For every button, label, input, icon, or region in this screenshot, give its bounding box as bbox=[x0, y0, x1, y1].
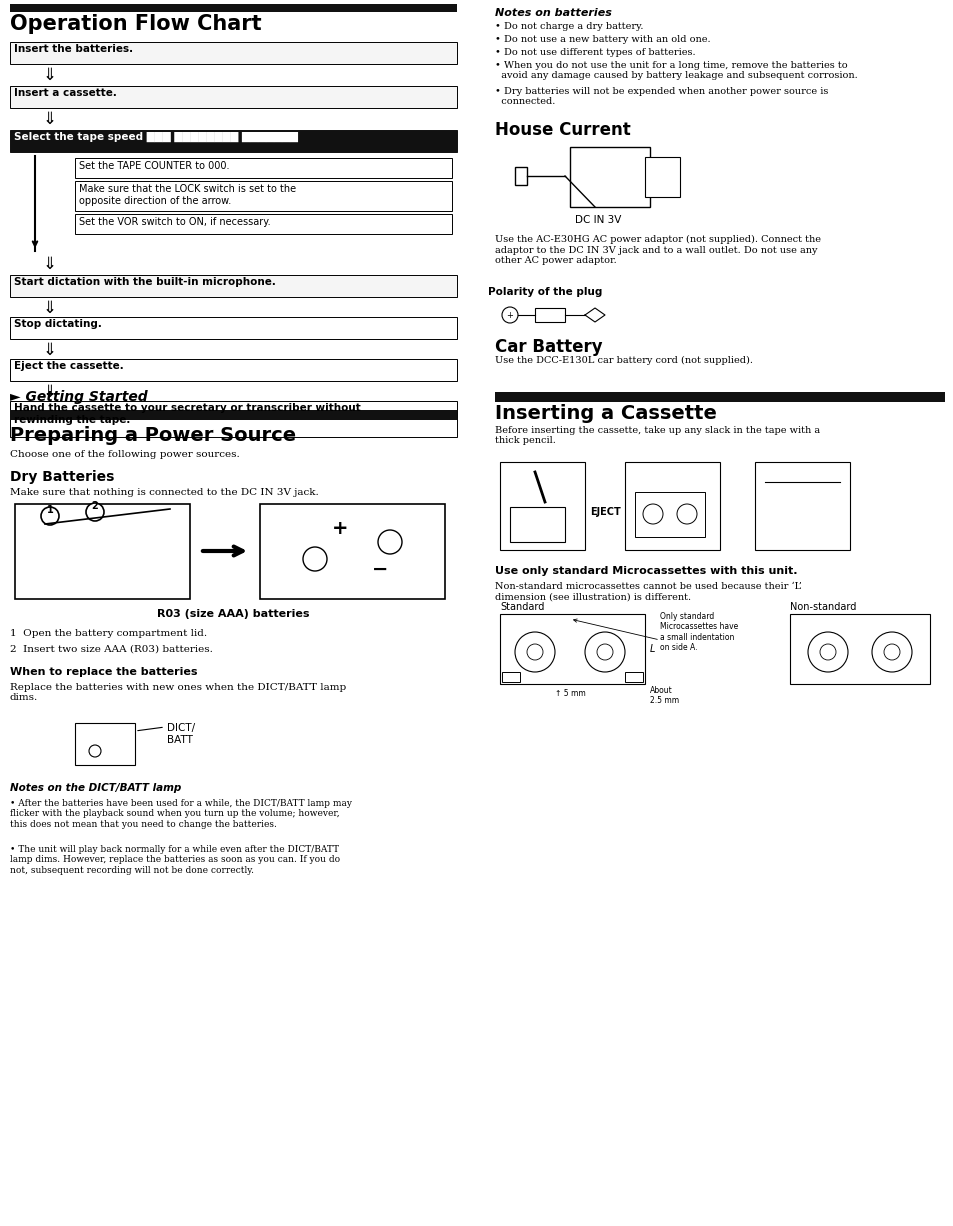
Text: DICT/
BATT: DICT/ BATT bbox=[167, 723, 195, 744]
Bar bbox=[10, 130, 456, 152]
Text: House Current: House Current bbox=[495, 121, 630, 139]
Text: +: + bbox=[332, 520, 348, 538]
Text: Eject the cassette.: Eject the cassette. bbox=[14, 360, 124, 371]
Text: −: − bbox=[372, 559, 388, 579]
Text: • Do not charge a dry battery.: • Do not charge a dry battery. bbox=[495, 22, 643, 31]
Text: Use the AC-E30HG AC power adaptor (not supplied). Connect the
adaptor to the DC : Use the AC-E30HG AC power adaptor (not s… bbox=[495, 235, 821, 265]
Text: Set the TAPE COUNTER to 000.: Set the TAPE COUNTER to 000. bbox=[79, 161, 230, 170]
Bar bbox=[15, 504, 190, 600]
Bar bbox=[789, 614, 929, 684]
Text: R03 (size AAA) batteries: R03 (size AAA) batteries bbox=[156, 609, 309, 619]
Bar bbox=[260, 504, 444, 600]
Bar bbox=[499, 462, 584, 550]
Text: 2  Insert two size AAA (R03) batteries.: 2 Insert two size AAA (R03) batteries. bbox=[10, 645, 213, 653]
Text: Make sure that nothing is connected to the DC IN 3V jack.: Make sure that nothing is connected to t… bbox=[10, 488, 318, 497]
Bar bbox=[10, 409, 456, 421]
Bar bbox=[535, 308, 564, 322]
Text: ↑ 5 mm: ↑ 5 mm bbox=[554, 689, 585, 698]
Text: • After the batteries have been used for a while, the DICT/BATT lamp may
flicker: • After the batteries have been used for… bbox=[10, 799, 352, 829]
Text: ► Getting Started: ► Getting Started bbox=[10, 390, 148, 405]
Text: Make sure that the LOCK switch is set to the
opposite direction of the arrow.: Make sure that the LOCK switch is set to… bbox=[79, 184, 295, 206]
Text: L: L bbox=[649, 644, 655, 653]
Text: • Dry batteries will not be expended when another power source is
  connected.: • Dry batteries will not be expended whe… bbox=[495, 87, 827, 107]
Text: • Do not use different types of batteries.: • Do not use different types of batterie… bbox=[495, 48, 695, 56]
Text: 1: 1 bbox=[47, 505, 53, 515]
Text: Standard: Standard bbox=[499, 602, 544, 612]
Text: Non-standard: Non-standard bbox=[789, 602, 856, 612]
Bar bbox=[10, 86, 456, 108]
Text: • Do not use a new battery with an old one.: • Do not use a new battery with an old o… bbox=[495, 36, 710, 44]
Bar bbox=[624, 672, 642, 682]
Text: Insert the batteries.: Insert the batteries. bbox=[14, 44, 133, 54]
Bar bbox=[501, 672, 519, 682]
Circle shape bbox=[41, 508, 59, 525]
Text: Notes on batteries: Notes on batteries bbox=[495, 9, 611, 18]
Text: 2: 2 bbox=[91, 501, 98, 511]
Bar bbox=[75, 181, 452, 211]
Bar bbox=[10, 401, 456, 436]
Text: ⇓: ⇓ bbox=[43, 110, 57, 128]
Text: EJECT: EJECT bbox=[589, 508, 620, 517]
Text: Operation Flow Chart: Operation Flow Chart bbox=[10, 13, 261, 34]
Text: DC IN 3V: DC IN 3V bbox=[575, 215, 620, 226]
Circle shape bbox=[86, 503, 104, 521]
Text: 1  Open the battery compartment lid.: 1 Open the battery compartment lid. bbox=[10, 629, 207, 638]
Text: Non-standard microcassettes cannot be used because their ‘L’
dimension (see illu: Non-standard microcassettes cannot be us… bbox=[495, 582, 801, 602]
Text: Select the tape speed ███ ████████ ███████: Select the tape speed ███ ████████ █████… bbox=[14, 132, 297, 142]
Text: Set the VOR switch to ON, if necessary.: Set the VOR switch to ON, if necessary. bbox=[79, 217, 271, 227]
Text: Insert a cassette.: Insert a cassette. bbox=[14, 88, 117, 98]
Text: Polarity of the plug: Polarity of the plug bbox=[487, 287, 601, 297]
Text: ⇓: ⇓ bbox=[43, 255, 57, 273]
Text: Dry Batteries: Dry Batteries bbox=[10, 470, 114, 484]
Text: Inserting a Cassette: Inserting a Cassette bbox=[495, 405, 716, 423]
Text: ⇓: ⇓ bbox=[43, 299, 57, 318]
Text: Choose one of the following power sources.: Choose one of the following power source… bbox=[10, 450, 239, 459]
Bar bbox=[644, 157, 679, 197]
Text: • The unit will play back normally for a while even after the DICT/BATT
lamp dim: • The unit will play back normally for a… bbox=[10, 845, 340, 875]
Bar bbox=[635, 492, 704, 537]
Text: +: + bbox=[506, 310, 513, 320]
Bar bbox=[75, 158, 452, 178]
Text: ⇓: ⇓ bbox=[43, 66, 57, 85]
Text: Notes on the DICT/BATT lamp: Notes on the DICT/BATT lamp bbox=[10, 783, 181, 793]
Bar bbox=[754, 462, 849, 550]
Text: ⇓: ⇓ bbox=[43, 383, 57, 401]
Text: ⇓: ⇓ bbox=[43, 341, 57, 359]
Bar bbox=[495, 392, 944, 402]
Text: Use only standard Microcassettes with this unit.: Use only standard Microcassettes with th… bbox=[495, 566, 797, 576]
Bar bbox=[10, 359, 456, 381]
Bar bbox=[510, 508, 564, 542]
Bar bbox=[10, 275, 456, 297]
Text: Hand the cassette to your secretary or transcriber without
rewinding the tape.: Hand the cassette to your secretary or t… bbox=[14, 403, 360, 424]
Bar bbox=[515, 167, 526, 185]
Text: Preparing a Power Source: Preparing a Power Source bbox=[10, 425, 295, 445]
Circle shape bbox=[89, 745, 101, 756]
Text: • When you do not use the unit for a long time, remove the batteries to
  avoid : • When you do not use the unit for a lon… bbox=[495, 61, 857, 81]
Text: Before inserting the cassette, take up any slack in the tape with a
thick pencil: Before inserting the cassette, take up a… bbox=[495, 425, 820, 445]
Bar bbox=[624, 462, 720, 550]
Bar bbox=[75, 215, 452, 234]
Bar bbox=[10, 42, 456, 64]
Bar bbox=[10, 4, 456, 12]
Bar bbox=[75, 723, 135, 765]
Text: When to replace the batteries: When to replace the batteries bbox=[10, 667, 197, 677]
Text: Car Battery: Car Battery bbox=[495, 338, 602, 356]
Text: Use the DCC-E130L car battery cord (not supplied).: Use the DCC-E130L car battery cord (not … bbox=[495, 356, 752, 365]
Text: Replace the batteries with new ones when the DICT/BATT lamp
dims.: Replace the batteries with new ones when… bbox=[10, 683, 346, 702]
Bar bbox=[569, 147, 649, 207]
Bar bbox=[10, 318, 456, 340]
Text: Stop dictating.: Stop dictating. bbox=[14, 319, 102, 329]
Bar bbox=[499, 614, 644, 684]
Text: About
2.5 mm: About 2.5 mm bbox=[649, 687, 679, 705]
Text: Only standard
Microcassettes have
a small indentation
on side A.: Only standard Microcassettes have a smal… bbox=[659, 612, 738, 652]
Text: Start dictation with the built-in microphone.: Start dictation with the built-in microp… bbox=[14, 277, 275, 287]
